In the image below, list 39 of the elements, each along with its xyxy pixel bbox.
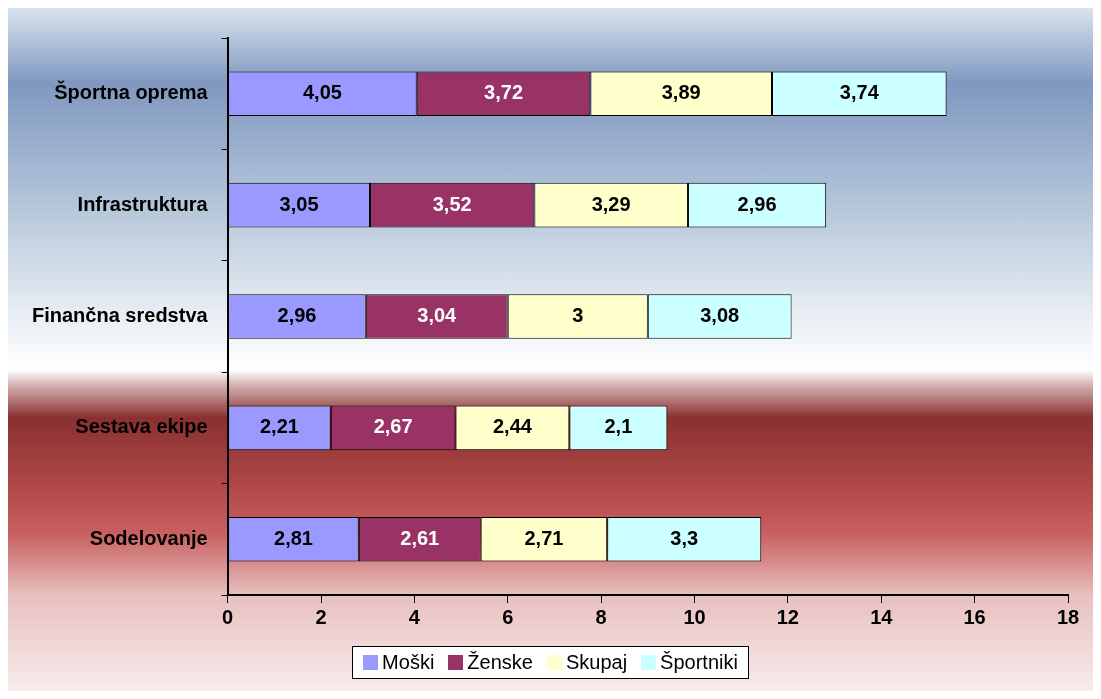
- data-label: 2,67: [373, 415, 413, 438]
- data-label: 2,44: [492, 415, 533, 438]
- x-tick-label: 4: [408, 605, 421, 628]
- x-tick-label: 14: [870, 605, 894, 628]
- data-label: 3: [572, 304, 584, 327]
- data-label: 2,1: [604, 415, 633, 438]
- x-tick-label: 12: [776, 605, 799, 628]
- data-label: 3,3: [670, 526, 699, 549]
- data-label: 3,29: [591, 192, 631, 215]
- data-label: 2,71: [524, 526, 564, 549]
- data-label: 2,61: [400, 526, 440, 549]
- data-label: 3,52: [432, 192, 472, 215]
- data-label: 3,04: [417, 304, 458, 327]
- data-label: 2,21: [260, 415, 299, 438]
- legend-label: Moški: [382, 651, 435, 674]
- data-label: 3,89: [661, 81, 701, 104]
- data-label: 3,74: [839, 81, 880, 104]
- y-tick-label: Finančna sredstva: [32, 304, 209, 327]
- y-tick-label: Sestava ekipe: [75, 415, 208, 438]
- x-tick-label: 18: [1056, 605, 1080, 628]
- data-label: 2,96: [737, 192, 777, 215]
- legend-label: Skupaj: [565, 651, 628, 674]
- data-label: 3,08: [700, 304, 740, 327]
- data-label: 2,96: [277, 304, 317, 327]
- legend-label: Športniki: [660, 651, 738, 674]
- x-tick-label: 8: [595, 605, 607, 628]
- data-label: 4,05: [302, 81, 342, 104]
- y-tick-label: Infrastruktura: [77, 192, 209, 215]
- legend-label: Ženske: [467, 651, 533, 674]
- y-tick-label: Športna oprema: [54, 80, 209, 104]
- x-tick-label: 16: [963, 605, 986, 628]
- x-tick-label: 10: [683, 605, 706, 628]
- data-label: 3,05: [279, 192, 319, 215]
- y-tick-label: Sodelovanje: [89, 526, 208, 549]
- x-tick-label: 2: [315, 605, 327, 628]
- x-tick-label: 6: [502, 605, 514, 628]
- data-label: 2,81: [274, 526, 313, 549]
- x-tick-label: 0: [222, 605, 234, 628]
- data-label: 3,72: [484, 81, 524, 104]
